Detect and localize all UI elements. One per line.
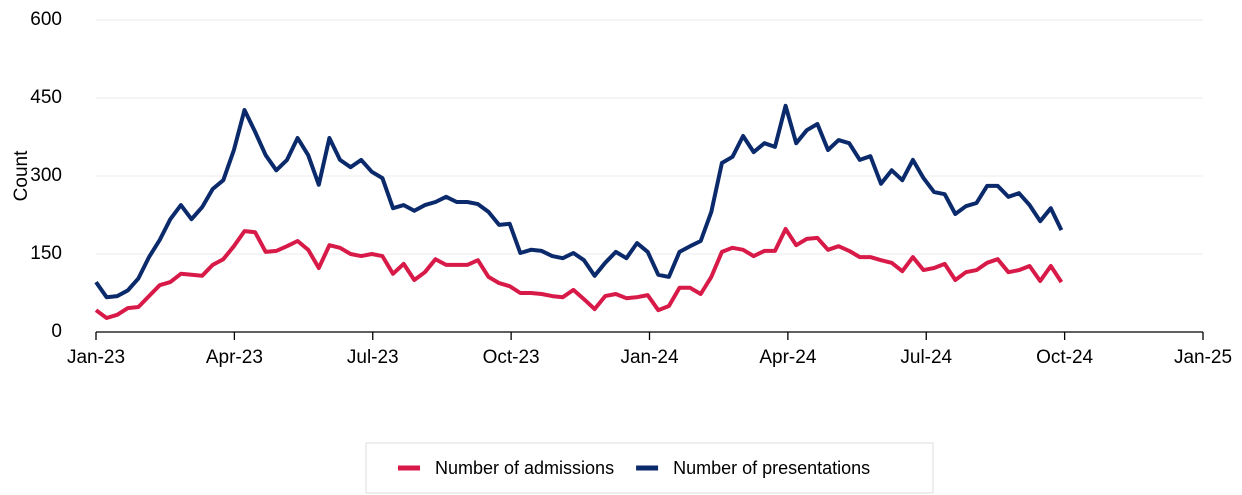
x-tick-label: Apr-24 (759, 347, 816, 368)
y-axis-label: Count (11, 150, 32, 201)
x-tick-label: Apr-23 (206, 347, 263, 368)
legend-label: Number of admissions (435, 458, 614, 478)
x-tick-label: Jul-23 (347, 347, 399, 368)
x-tick-label: Oct-24 (1036, 347, 1093, 368)
x-tick-label: Oct-23 (483, 347, 540, 368)
x-tick-label: Jan-25 (1174, 347, 1232, 368)
series-line (94, 103, 1064, 300)
x-tick-label: Jul-24 (900, 347, 952, 368)
series-line (94, 227, 1064, 320)
x-tick-label: Jan-24 (620, 347, 679, 368)
legend-label: Number of presentations (673, 458, 870, 478)
x-tick-label: Jan-23 (67, 347, 125, 368)
y-tick-label: 0 (51, 321, 62, 342)
legend: Number of admissions Number of presentati… (365, 442, 934, 494)
y-tick-label: 450 (30, 87, 62, 108)
y-tick-label: 150 (30, 243, 62, 264)
y-tick-label: 300 (30, 165, 62, 186)
y-tick-label: 600 (30, 9, 62, 30)
